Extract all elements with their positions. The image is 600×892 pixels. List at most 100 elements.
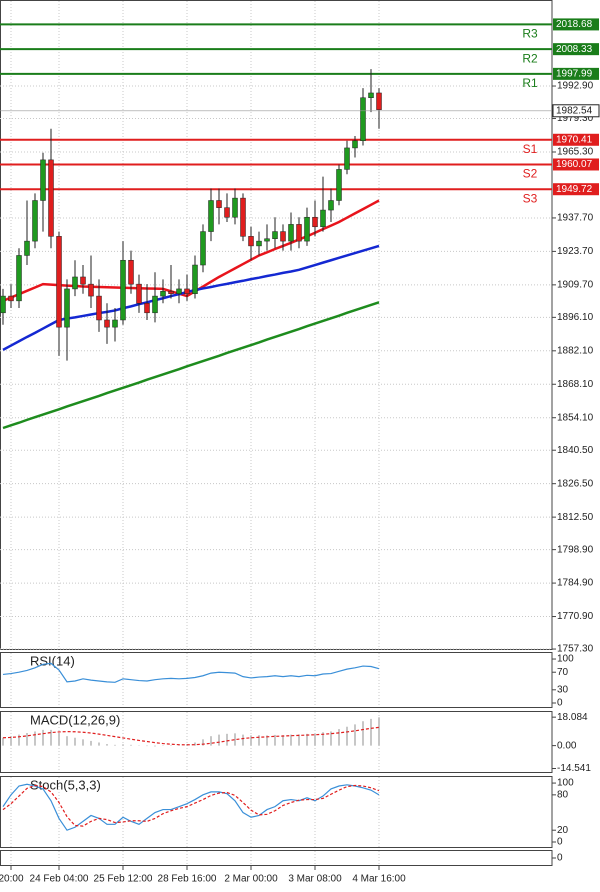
candle-body	[208, 200, 214, 232]
candle-body	[80, 276, 86, 285]
level-value: 2018.68	[556, 19, 593, 30]
y-tick-label: 70	[557, 667, 569, 678]
candle-body	[32, 200, 38, 242]
candle-body	[96, 295, 102, 321]
y-tick-label: 1937.70	[557, 213, 594, 224]
y-tick-label: 1757.30	[557, 644, 594, 655]
indicator-line	[2, 784, 380, 827]
level-name: R1	[522, 76, 538, 90]
y-tick-label: 1798.90	[557, 544, 594, 555]
candle-body	[272, 231, 278, 239]
candle-body	[264, 238, 270, 242]
moving-average	[2, 199, 380, 303]
candle-body	[352, 140, 358, 149]
y-tick-label: 1909.70	[557, 279, 594, 290]
y-tick-label: 1896.10	[557, 312, 594, 323]
panel-title: MACD(12,26,9)	[30, 712, 120, 727]
indicator-line	[2, 726, 380, 746]
candle-body	[344, 147, 350, 170]
candle-body	[120, 259, 126, 321]
level-tag	[553, 133, 599, 146]
candle-body	[48, 159, 54, 237]
y-tick-label: 1979.30	[557, 113, 594, 124]
y-tick-label: 1854.10	[557, 412, 594, 423]
y-tick-label: 18.084	[557, 712, 588, 723]
level-value: 1970.41	[556, 134, 593, 145]
candle-body	[16, 255, 22, 302]
candle-body	[192, 264, 198, 294]
candle-body	[0, 295, 6, 314]
candle-body	[176, 288, 182, 294]
candle-body	[24, 240, 30, 256]
candle-body	[168, 291, 174, 294]
y-tick-label: 30	[557, 684, 569, 695]
level-tag	[553, 67, 599, 80]
candle-body	[184, 288, 190, 294]
panel-frame	[0, 652, 553, 708]
level-value: 1949.72	[556, 184, 593, 195]
x-tick-label: 3 Mar 08:00	[288, 874, 342, 885]
candle-body	[64, 288, 70, 328]
level-name: S2	[523, 167, 538, 181]
y-tick-label: -14.541	[557, 763, 591, 774]
y-tick-label: 1770.90	[557, 611, 594, 622]
y-tick-label: 100	[557, 654, 574, 665]
level-name: R2	[522, 51, 538, 65]
panel-title: Stoch(5,3,3)	[30, 777, 101, 792]
last-price-tag	[552, 104, 600, 118]
candle-body	[72, 276, 78, 290]
y-tick-label: 1992.90	[557, 81, 594, 92]
y-tick-label: 1965.30	[557, 147, 594, 158]
y-tick-label: 0	[557, 698, 563, 709]
candle-body	[288, 224, 294, 242]
candle-body	[248, 236, 254, 247]
last-price-label: 1982.54	[556, 105, 593, 116]
level-name: S3	[523, 191, 538, 205]
level-value: 1960.07	[556, 159, 593, 170]
x-tick-label: 2 Mar 00:00	[224, 874, 278, 885]
y-tick-label: 1812.50	[557, 512, 594, 523]
candle-body	[216, 200, 222, 208]
candle-body	[200, 231, 206, 266]
y-tick-label: 100	[557, 778, 574, 789]
panel-frame	[0, 776, 553, 848]
candle-body	[56, 236, 62, 328]
panel-title: RSI(14)	[30, 653, 75, 668]
candle-body	[360, 97, 366, 142]
y-tick-label: 1882.10	[557, 345, 594, 356]
level-name: R3	[522, 27, 538, 41]
y-tick-label: 0	[557, 853, 563, 864]
candle-body	[8, 295, 14, 302]
x-tick-label: 28 Feb 16:00	[158, 874, 217, 885]
level-tag	[553, 183, 599, 196]
candle-body	[312, 216, 318, 228]
candle-body	[256, 240, 262, 247]
y-tick-label: 1826.50	[557, 478, 594, 489]
level-value: 1997.99	[556, 69, 593, 80]
candle-body	[160, 291, 166, 297]
level-value: 2008.33	[556, 44, 593, 55]
y-tick-label: 0.00	[557, 740, 577, 751]
candle-body	[152, 295, 158, 314]
candle-body	[296, 224, 302, 242]
level-tag	[553, 43, 599, 56]
candle-body	[104, 319, 110, 328]
y-tick-label: 20	[557, 825, 569, 836]
candle-body	[240, 197, 246, 237]
candle-body	[304, 216, 310, 242]
y-tick-label: 1868.10	[557, 379, 594, 390]
candle-body	[224, 207, 230, 218]
x-tick-label: 4 Mar 16:00	[352, 874, 406, 885]
candle-body	[136, 283, 142, 304]
y-tick-label: 1840.50	[557, 445, 594, 456]
candle-body	[368, 92, 374, 98]
candle-body	[376, 92, 382, 110]
panel-frame	[0, 711, 553, 773]
candle-body	[128, 259, 134, 285]
y-tick-label: 1784.90	[557, 578, 594, 589]
indicator-line	[2, 662, 380, 683]
level-tag	[553, 158, 599, 171]
